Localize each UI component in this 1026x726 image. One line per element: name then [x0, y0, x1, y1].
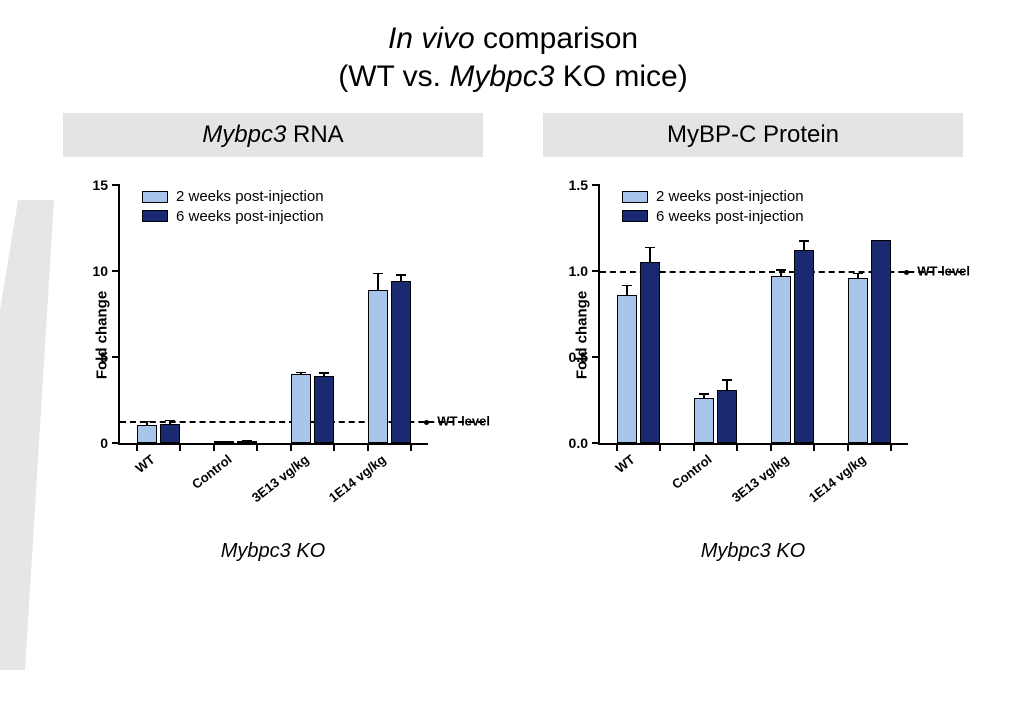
- legend-swatch-2wk: [622, 191, 648, 203]
- legend-swatch-2wk: [142, 191, 168, 203]
- y-tick-label: 0.0: [558, 435, 588, 451]
- bar: [368, 290, 389, 443]
- y-tick-label: 15: [78, 177, 108, 193]
- y-tick-label: 0: [78, 435, 108, 451]
- y-tick-label: 10: [78, 263, 108, 279]
- bar: [717, 390, 738, 443]
- x-tick-label: WT: [148, 452, 157, 464]
- legend-item-6wk: 6 weeks post-injection: [142, 207, 324, 227]
- bar: [617, 295, 638, 443]
- x-tick-label: Control: [705, 452, 714, 464]
- x-tick-label: WT: [628, 452, 637, 464]
- legend-swatch-6wk: [142, 210, 168, 222]
- y-axis-label: Fold change: [94, 291, 111, 379]
- charts-row: Mybpc3 RNA Fold change 2 weeks post-inje…: [0, 113, 1026, 563]
- legend-item-2wk: 2 weeks post-injection: [142, 187, 324, 207]
- x-tick-label: Control: [225, 452, 234, 464]
- x-tick-label: 3E13 vg/kg: [782, 452, 791, 464]
- x-tick-label: 1E14 vg/kg: [859, 452, 868, 464]
- under-label-rna: Mybpc3 KO: [53, 540, 493, 563]
- bar: [314, 376, 335, 443]
- y-tick-label: 5: [78, 349, 108, 365]
- bar: [160, 424, 181, 443]
- bar: [640, 262, 661, 443]
- chart-protein: MyBP-C Protein Fold change 2 weeks post-…: [533, 113, 973, 563]
- y-tick-label: 1.5: [558, 177, 588, 193]
- legend-item-2wk: 2 weeks post-injection: [622, 187, 804, 207]
- legend: 2 weeks post-injection 6 weeks post-inje…: [142, 187, 324, 226]
- bar: [137, 425, 158, 443]
- under-label-protein: Mybpc3 KO: [533, 540, 973, 563]
- bar: [871, 240, 892, 443]
- bar: [848, 278, 869, 443]
- y-tick-label: 0.5: [558, 349, 588, 365]
- x-tick-label: 3E13 vg/kg: [302, 452, 311, 464]
- plot-area-rna: 2 weeks post-injection 6 weeks post-inje…: [118, 185, 428, 445]
- bar: [291, 374, 312, 443]
- y-axis-label: Fold change: [574, 291, 591, 379]
- page-title: In vivo comparison (WT vs. Mybpc3 KO mic…: [0, 0, 1026, 95]
- legend-item-6wk: 6 weeks post-injection: [622, 207, 804, 227]
- bar: [794, 250, 815, 443]
- wt-level-label: WT level: [437, 413, 490, 428]
- plot-area-protein: 2 weeks post-injection 6 weeks post-inje…: [598, 185, 908, 445]
- y-tick-label: 1.0: [558, 263, 588, 279]
- bar: [771, 276, 792, 443]
- chart-header-rna: Mybpc3 RNA: [63, 113, 483, 157]
- bar: [694, 398, 715, 443]
- legend: 2 weeks post-injection 6 weeks post-inje…: [622, 187, 804, 226]
- legend-swatch-6wk: [622, 210, 648, 222]
- x-tick-label: 1E14 vg/kg: [379, 452, 388, 464]
- chart-rna: Mybpc3 RNA Fold change 2 weeks post-inje…: [53, 113, 493, 563]
- chart-header-protein: MyBP-C Protein: [543, 113, 963, 157]
- bar: [391, 281, 412, 443]
- wt-level-label: WT level: [917, 264, 970, 279]
